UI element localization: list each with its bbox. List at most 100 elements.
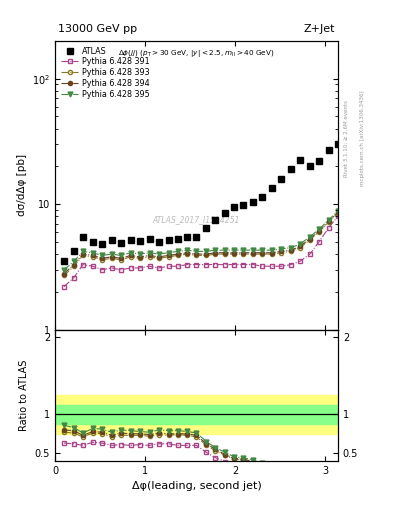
Pythia 6.428 393 — [90, 254, 95, 260]
Pythia 6.428 394 — [62, 270, 66, 276]
Pythia 6.428 393 — [175, 252, 180, 259]
Legend: ATLAS, Pythia 6.428 391, Pythia 6.428 393, Pythia 6.428 394, Pythia 6.428 395: ATLAS, Pythia 6.428 391, Pythia 6.428 39… — [59, 45, 152, 100]
Pythia 6.428 391 — [317, 239, 321, 245]
Line: Pythia 6.428 394: Pythia 6.428 394 — [62, 210, 340, 275]
Pythia 6.428 393 — [251, 251, 255, 257]
Pythia 6.428 395 — [109, 251, 114, 257]
ATLAS — [147, 236, 152, 242]
ATLAS — [288, 166, 293, 172]
Pythia 6.428 391 — [213, 262, 218, 268]
Text: ATLAS_2017_I1514251: ATLAS_2017_I1514251 — [153, 216, 240, 224]
Pythia 6.428 394 — [109, 254, 114, 260]
Pythia 6.428 391 — [90, 263, 95, 269]
Pythia 6.428 395 — [213, 247, 218, 253]
Pythia 6.428 395 — [260, 247, 264, 253]
Pythia 6.428 394 — [99, 255, 104, 262]
Pythia 6.428 394 — [156, 254, 161, 260]
Pythia 6.428 394 — [137, 254, 142, 260]
Text: 13000 GeV pp: 13000 GeV pp — [58, 24, 137, 34]
Pythia 6.428 395 — [317, 226, 321, 232]
Line: ATLAS: ATLAS — [61, 141, 341, 265]
ATLAS — [317, 158, 321, 164]
Pythia 6.428 395 — [147, 250, 152, 256]
Pythia 6.428 394 — [175, 251, 180, 257]
Pythia 6.428 391 — [194, 262, 199, 268]
Pythia 6.428 391 — [241, 262, 246, 268]
ATLAS — [62, 258, 66, 264]
Y-axis label: dσ/dΔφ [pb]: dσ/dΔφ [pb] — [17, 154, 27, 217]
Pythia 6.428 393 — [336, 210, 340, 216]
Pythia 6.428 393 — [213, 251, 218, 257]
ATLAS — [129, 237, 133, 243]
Pythia 6.428 395 — [327, 217, 331, 223]
Pythia 6.428 391 — [288, 262, 293, 268]
ATLAS — [232, 204, 237, 210]
Pythia 6.428 391 — [99, 267, 104, 273]
Pythia 6.428 393 — [260, 251, 264, 257]
Pythia 6.428 394 — [166, 252, 171, 259]
Pythia 6.428 391 — [204, 262, 209, 268]
Pythia 6.428 394 — [260, 250, 264, 256]
Text: $\Delta\phi(jj)$ ($p_{\mathrm{T}} > 30$ GeV, $|y| < 2.5$, $m_{\mathrm{ll}} > 40$: $\Delta\phi(jj)$ ($p_{\mathrm{T}} > 30$ … — [118, 48, 275, 59]
Pythia 6.428 395 — [129, 250, 133, 256]
ATLAS — [270, 185, 274, 191]
ATLAS — [118, 240, 123, 246]
Pythia 6.428 395 — [72, 258, 76, 264]
Y-axis label: Ratio to ATLAS: Ratio to ATLAS — [19, 359, 29, 431]
Pythia 6.428 394 — [147, 252, 152, 259]
ATLAS — [336, 141, 340, 147]
Pythia 6.428 393 — [147, 254, 152, 260]
Pythia 6.428 395 — [99, 252, 104, 259]
Pythia 6.428 395 — [279, 246, 283, 252]
ATLAS — [213, 217, 218, 223]
Pythia 6.428 393 — [62, 272, 66, 279]
ATLAS — [298, 157, 302, 163]
Pythia 6.428 394 — [223, 250, 228, 256]
Pythia 6.428 393 — [99, 257, 104, 263]
Line: Pythia 6.428 393: Pythia 6.428 393 — [62, 211, 340, 278]
ATLAS — [109, 237, 114, 243]
Pythia 6.428 394 — [270, 250, 274, 256]
Pythia 6.428 395 — [166, 250, 171, 256]
Pythia 6.428 394 — [185, 250, 190, 256]
ATLAS — [90, 239, 95, 245]
Pythia 6.428 395 — [137, 251, 142, 257]
Pythia 6.428 391 — [147, 263, 152, 269]
Pythia 6.428 394 — [204, 251, 209, 257]
Pythia 6.428 395 — [241, 247, 246, 253]
Pythia 6.428 394 — [213, 250, 218, 256]
Pythia 6.428 395 — [251, 247, 255, 253]
Pythia 6.428 391 — [327, 225, 331, 231]
Pythia 6.428 391 — [232, 262, 237, 268]
Pythia 6.428 395 — [118, 252, 123, 259]
Pythia 6.428 391 — [223, 262, 228, 268]
Pythia 6.428 394 — [129, 252, 133, 259]
Pythia 6.428 393 — [185, 251, 190, 257]
Pythia 6.428 393 — [327, 219, 331, 225]
Pythia 6.428 394 — [232, 250, 237, 256]
Pythia 6.428 395 — [223, 247, 228, 253]
Pythia 6.428 391 — [185, 262, 190, 268]
Pythia 6.428 393 — [204, 252, 209, 259]
Pythia 6.428 395 — [204, 248, 209, 254]
Pythia 6.428 391 — [308, 251, 312, 257]
Pythia 6.428 394 — [279, 248, 283, 254]
Pythia 6.428 393 — [223, 251, 228, 257]
ATLAS — [99, 241, 104, 247]
ATLAS — [223, 210, 228, 216]
Pythia 6.428 394 — [194, 251, 199, 257]
Pythia 6.428 394 — [81, 251, 85, 257]
Pythia 6.428 393 — [232, 251, 237, 257]
Pythia 6.428 393 — [166, 254, 171, 260]
Pythia 6.428 393 — [118, 257, 123, 263]
Pythia 6.428 391 — [118, 267, 123, 273]
ATLAS — [279, 176, 283, 182]
Pythia 6.428 391 — [336, 213, 340, 219]
ATLAS — [185, 233, 190, 240]
Pythia 6.428 394 — [317, 228, 321, 234]
Pythia 6.428 393 — [129, 254, 133, 260]
Line: Pythia 6.428 391: Pythia 6.428 391 — [62, 214, 340, 289]
Pythia 6.428 393 — [308, 237, 312, 243]
Pythia 6.428 393 — [288, 248, 293, 254]
Pythia 6.428 395 — [175, 248, 180, 254]
